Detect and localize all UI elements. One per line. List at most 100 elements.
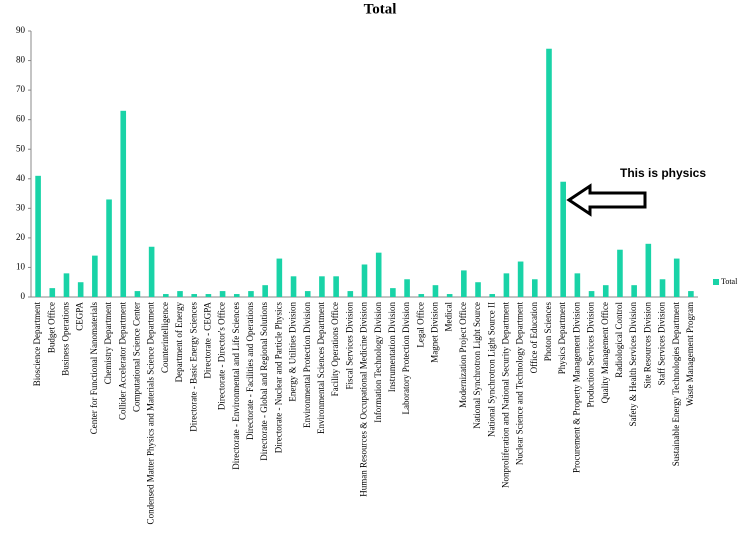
x-tick-label: Directorate - Basic Energy Sciences <box>188 302 198 432</box>
x-tick-label: Directorate - CEGPA <box>202 302 212 379</box>
y-tick-label: 90 <box>16 25 26 35</box>
x-tick-label: Energy & Utilities Division <box>288 302 298 402</box>
x-tick-label: Budget Office <box>46 302 56 353</box>
bar <box>659 279 666 297</box>
bar <box>63 273 70 297</box>
x-tick-label: Condensed Matter Physics and Materials S… <box>146 302 156 525</box>
x-tick-label: Information Technology Division <box>373 302 383 423</box>
x-tick-label: Safety & Health Services Division <box>628 302 638 427</box>
annotation-arrow <box>566 183 647 217</box>
x-tick-label: Department of Energy <box>174 302 184 383</box>
bar <box>418 294 425 297</box>
x-tick-label: National Synchrotron Light Source II <box>486 302 496 437</box>
bar <box>361 264 368 297</box>
x-tick-label: CEGPA <box>75 302 85 331</box>
x-tick-label: Chemistry Department <box>103 302 113 385</box>
legend-swatch <box>713 279 719 285</box>
x-tick-label: Laboratory Protection Division <box>401 302 411 415</box>
bar <box>233 294 240 297</box>
bar <box>461 270 467 297</box>
legend-label: Total <box>721 277 738 286</box>
bar <box>404 279 410 297</box>
x-tick-label: Nonproliferation and National Security D… <box>500 302 510 488</box>
x-tick-label: Staff Services Division <box>657 302 667 386</box>
bar <box>262 285 268 297</box>
x-tick-label: Environmental Sciences Department <box>316 302 326 434</box>
bar <box>92 255 98 297</box>
bar <box>531 279 538 297</box>
x-tick-label: Production Services Division <box>586 302 596 408</box>
y-tick-label: 10 <box>16 262 26 272</box>
x-tick-label: Business Operations <box>61 302 71 376</box>
x-tick-label: Quality Management Office <box>600 302 610 403</box>
annotation: This is physics <box>620 166 706 180</box>
bar <box>673 258 680 297</box>
x-tick-label: Medical <box>444 302 454 332</box>
x-tick-label: Computational Science Center <box>131 302 141 412</box>
y-tick-label: 0 <box>21 291 26 301</box>
x-tick-label: Directorate - Environmental and Life Sci… <box>231 302 241 470</box>
bar <box>432 285 439 297</box>
bar <box>106 199 112 297</box>
bar <box>546 48 552 297</box>
x-tick-label: National Synchrotron Light Source <box>472 302 482 429</box>
bar <box>77 282 84 297</box>
x-tick-label: Directorate - Director's Office <box>217 302 227 410</box>
y-tick-label: 40 <box>16 173 26 183</box>
x-tick-label: Collider Accelerator Department <box>117 302 127 420</box>
bar <box>688 291 694 297</box>
x-tick-label: Directorate - Nuclear and Particle Physi… <box>273 302 283 454</box>
bar <box>177 291 183 297</box>
bar <box>588 291 595 297</box>
bar <box>163 294 169 297</box>
x-tick-label: Physics Department <box>557 302 567 375</box>
bar <box>347 291 354 297</box>
x-tick-label: Center for Functional Nanomaterials <box>89 302 99 435</box>
bar <box>390 288 396 297</box>
bar <box>49 288 56 297</box>
bar <box>148 246 155 297</box>
x-tick-label: Nuclear Science and Technology Departmen… <box>515 302 525 466</box>
x-tick-label: Site Resources Division <box>642 302 652 389</box>
bar <box>645 243 652 297</box>
x-tick-label: Directorate - Facilities and Operations <box>245 302 255 440</box>
bar <box>290 276 297 297</box>
y-tick-label: 50 <box>16 143 26 153</box>
x-tick-label: Magnet Division <box>430 302 440 363</box>
bar <box>35 175 41 297</box>
bar <box>205 294 212 297</box>
x-tick-label: Human Resources & Occupational Medicine … <box>359 302 369 497</box>
y-tick-label: 60 <box>16 114 26 124</box>
y-tick-label: 80 <box>16 55 26 65</box>
bar <box>631 285 637 297</box>
x-tick-label: Sustainable Energy Technologies Departme… <box>671 302 681 467</box>
x-tick-label: Counterintelligence <box>160 302 170 373</box>
y-tick-label: 30 <box>16 202 26 212</box>
x-tick-label: Bioscience Department <box>32 302 42 387</box>
bar <box>276 258 283 297</box>
bar <box>475 282 481 297</box>
bar <box>602 285 609 297</box>
bar <box>191 294 198 297</box>
y-tick-label: 20 <box>16 232 26 242</box>
bar <box>319 276 325 297</box>
x-tick-label: Waste Management Program <box>685 302 695 406</box>
bar <box>503 273 510 297</box>
bar <box>333 276 339 297</box>
bar <box>574 273 581 297</box>
x-tick-label: Directorate - Global and Regional Soluti… <box>259 302 269 461</box>
bar <box>489 294 496 297</box>
x-tick-label: Office of Education <box>529 302 539 374</box>
x-tick-label: Procurement & Property Management Divisi… <box>571 302 581 473</box>
chart-title: Total <box>364 1 397 17</box>
bar <box>120 110 127 297</box>
bar <box>219 291 226 297</box>
x-tick-label: Legal Office <box>415 302 425 348</box>
bar <box>375 252 382 297</box>
bar <box>517 261 524 297</box>
bar <box>248 291 254 297</box>
x-tick-label: Facility Operations Office <box>330 302 340 396</box>
x-tick-label: Photon Sciences <box>543 302 553 362</box>
x-tick-label: Modernization Project Office <box>458 302 468 408</box>
